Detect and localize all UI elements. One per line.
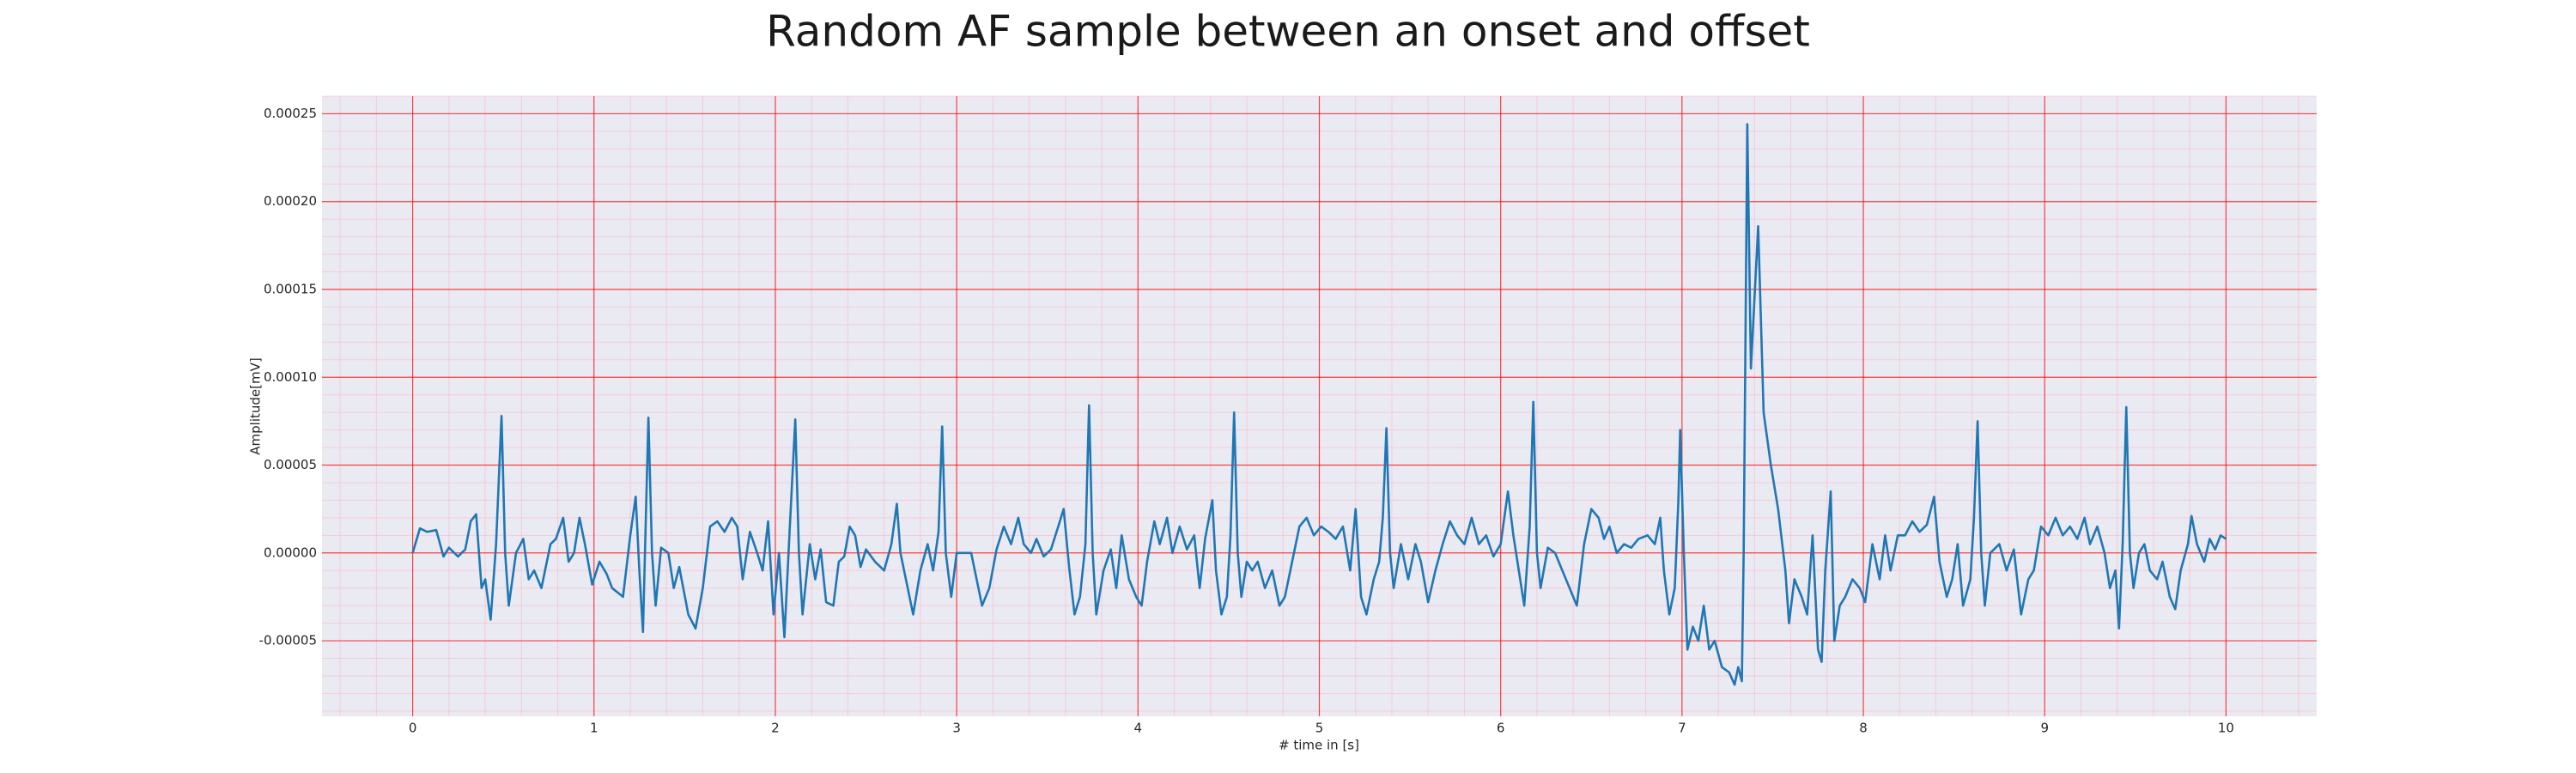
x-axis-label: # time in [s]	[1279, 738, 1359, 753]
y-tick-label: 0.00015	[264, 281, 317, 296]
x-tick-label: 7	[1678, 721, 1686, 736]
y-tick-label: 0.00005	[264, 457, 317, 472]
x-tick-label: 2	[771, 721, 780, 736]
y-tick-label: -0.00005	[259, 633, 317, 648]
y-axis-label: Amplitude[mV]	[248, 357, 264, 454]
signal-line	[411, 123, 2227, 686]
x-tick-label: 3	[952, 721, 961, 736]
x-tick-label: 8	[1859, 721, 1868, 736]
x-tick-label: 9	[2040, 721, 2049, 736]
x-tick-label: 10	[2218, 721, 2234, 736]
x-tick-label: 5	[1315, 721, 1324, 736]
x-tick-label: 1	[590, 721, 598, 736]
x-tick-label: 6	[1497, 721, 1505, 736]
y-tick-label: 0.00020	[264, 193, 317, 209]
x-tick-label: 4	[1134, 721, 1143, 736]
y-tick-label: 0.00000	[264, 545, 317, 560]
chart-title: Random AF sample between an onset and of…	[766, 7, 1810, 57]
y-tick-label: 0.00010	[264, 369, 317, 385]
x-tick-label: 0	[409, 721, 417, 736]
y-tick-label: 0.00025	[264, 106, 317, 121]
